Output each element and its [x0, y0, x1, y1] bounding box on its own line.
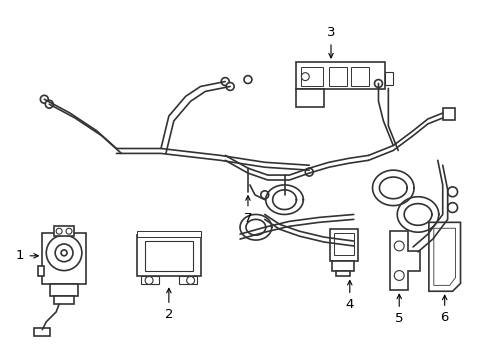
Circle shape — [301, 73, 308, 81]
Polygon shape — [389, 231, 419, 290]
Circle shape — [46, 235, 81, 271]
Circle shape — [226, 82, 234, 90]
Bar — [331, 261, 353, 271]
Bar — [54, 226, 74, 236]
Circle shape — [447, 187, 457, 197]
Bar — [335, 271, 349, 276]
Bar — [179, 276, 196, 284]
Bar — [38, 266, 44, 275]
Circle shape — [145, 276, 153, 284]
Text: 5: 5 — [394, 294, 403, 325]
Circle shape — [186, 276, 194, 284]
Circle shape — [56, 228, 62, 234]
Circle shape — [55, 244, 73, 262]
Circle shape — [244, 76, 251, 84]
Circle shape — [45, 100, 53, 108]
Bar — [442, 108, 454, 120]
Polygon shape — [428, 222, 460, 291]
Bar — [296, 89, 324, 107]
Polygon shape — [433, 228, 455, 285]
Circle shape — [393, 241, 404, 251]
Circle shape — [221, 78, 229, 85]
Circle shape — [41, 95, 48, 103]
Text: 1: 1 — [16, 249, 38, 262]
Bar — [385, 72, 392, 85]
Circle shape — [66, 228, 72, 234]
Bar — [54, 296, 74, 304]
Circle shape — [260, 191, 268, 199]
Bar — [301, 67, 323, 86]
Bar — [137, 231, 200, 237]
Bar — [50, 284, 78, 296]
Bar — [145, 241, 192, 271]
Bar — [42, 233, 86, 284]
Circle shape — [393, 271, 404, 280]
Circle shape — [61, 250, 67, 256]
Text: 4: 4 — [345, 280, 353, 311]
Circle shape — [305, 168, 313, 176]
Text: 7: 7 — [243, 196, 252, 225]
Text: 6: 6 — [440, 295, 448, 324]
Circle shape — [447, 203, 457, 212]
Bar — [34, 328, 50, 336]
Bar — [328, 67, 346, 86]
Bar — [296, 62, 385, 89]
Circle shape — [374, 80, 382, 87]
Text: 3: 3 — [326, 26, 335, 58]
Bar — [350, 67, 368, 86]
Bar — [329, 229, 357, 261]
Bar — [333, 233, 353, 255]
Bar — [141, 276, 159, 284]
Text: 2: 2 — [164, 288, 173, 321]
Bar — [137, 235, 200, 276]
